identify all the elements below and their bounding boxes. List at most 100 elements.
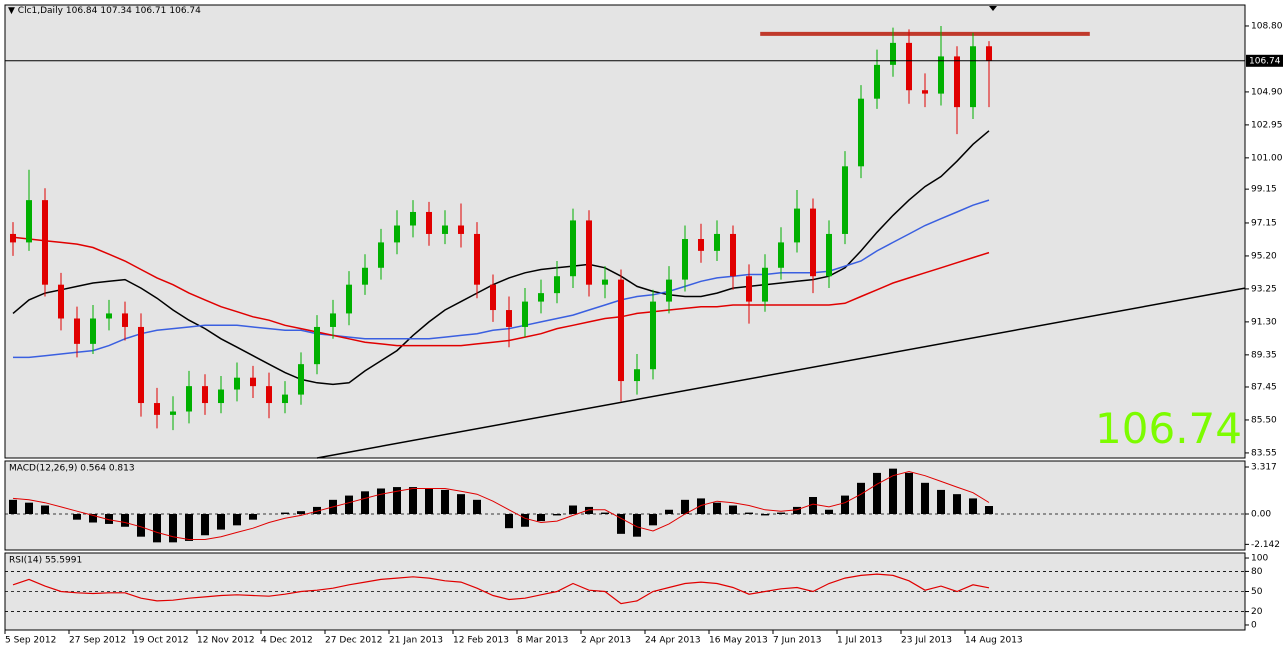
y-tick-label: 101.00: [1251, 153, 1283, 163]
candle-body: [378, 242, 384, 268]
candle-body: [154, 403, 160, 415]
candle-body: [314, 326, 320, 365]
x-tick-label: 1 Jul 2013: [837, 636, 882, 646]
rsi-line: [12, 573, 990, 605]
x-tick-label: 12 Feb 2013: [453, 636, 509, 646]
candle-body: [170, 411, 176, 415]
symbol: Clc1,Daily: [17, 6, 63, 16]
macd-bar: [313, 506, 321, 515]
candle-body: [858, 98, 864, 167]
macd-bar: [985, 506, 993, 515]
candle-body: [666, 279, 672, 302]
candle-body: [810, 208, 816, 277]
macd-bar: [953, 494, 961, 515]
macd-bar: [969, 498, 977, 515]
y-tick-label: 99.15: [1251, 185, 1277, 195]
candle-body: [842, 166, 848, 234]
macd-bar: [521, 514, 529, 527]
macd-bar: [601, 512, 609, 515]
macd-bar: [249, 514, 257, 520]
panel-title: RSI(14) 55.5991: [9, 556, 82, 566]
macd-bar: [153, 514, 161, 543]
candle-body: [506, 310, 512, 327]
candle-body: [906, 42, 912, 91]
candle-body: [330, 313, 336, 327]
shift-marker: [989, 6, 997, 11]
candle-body: [202, 386, 208, 404]
candle-body: [954, 56, 960, 108]
y-tick-label: 85.50: [1251, 415, 1277, 425]
macd-bar: [697, 498, 705, 515]
candle-body: [474, 233, 480, 285]
x-tick-label: 27 Dec 2012: [325, 636, 383, 646]
macd-bar: [745, 512, 753, 515]
macd-bar: [41, 505, 49, 515]
header: ▼ Clc1,Daily 106.84 107.34 106.71 106.74: [8, 6, 201, 16]
y-tick-label: 95.20: [1251, 251, 1277, 261]
candle-body: [602, 279, 608, 285]
y-tick-label: -2.142: [1251, 540, 1280, 550]
y-tick-label: 50: [1251, 587, 1263, 597]
macd-bar: [585, 506, 593, 515]
macd-bar: [121, 514, 129, 527]
moving-average: [12, 236, 990, 347]
x-tick-label: 21 Jan 2013: [389, 636, 443, 646]
candle-body: [762, 267, 768, 302]
y-tick-label: 0: [1251, 620, 1257, 630]
candle-body: [106, 313, 112, 319]
macd-bar: [457, 494, 465, 515]
y-tick-label: 102.95: [1251, 120, 1283, 130]
y-tick-label: 93.25: [1251, 284, 1277, 294]
macd-bar: [793, 506, 801, 515]
x-tick-label: 14 Aug 2013: [965, 636, 1023, 646]
candle-body: [922, 90, 928, 94]
panel-title: MACD(12,26,9) 0.564 0.813: [9, 464, 135, 474]
macd-bar: [633, 514, 641, 537]
macd-bar: [345, 495, 353, 515]
macd-bar: [137, 514, 145, 537]
macd-bar: [169, 514, 177, 543]
macd-bar: [777, 512, 785, 515]
candle-body: [618, 279, 624, 382]
candle-body: [522, 301, 528, 327]
x-tick-label: 4 Dec 2012: [261, 636, 313, 646]
candle-body: [682, 239, 688, 280]
y-tick-label: 80: [1251, 567, 1263, 577]
candle-body: [458, 225, 464, 234]
candle-body: [218, 389, 224, 404]
macd-bar: [217, 514, 225, 530]
x-tick-label: 19 Oct 2012: [133, 636, 189, 646]
header-low: 106.71: [134, 6, 167, 16]
macd-bar: [441, 489, 449, 515]
candle-body: [250, 377, 256, 387]
macd-bar: [185, 514, 193, 541]
candle-body: [186, 386, 192, 412]
y-tick-label: 91.30: [1251, 317, 1277, 327]
macd-bar: [201, 514, 209, 536]
candle-body: [138, 326, 144, 404]
macd-bar: [569, 505, 577, 515]
header-high: 107.34: [100, 6, 132, 16]
macd-bar: [841, 495, 849, 515]
candle-body: [122, 313, 128, 327]
candle-body: [426, 211, 432, 234]
moving-average: [12, 130, 990, 386]
candle-body: [634, 369, 640, 382]
candle-body: [90, 318, 96, 344]
macd-bar: [9, 499, 17, 515]
macd-bar: [105, 514, 113, 524]
macd-bar: [809, 496, 817, 515]
x-tick-label: 2 Apr 2013: [581, 636, 631, 646]
y-tick-label: 83.55: [1251, 448, 1277, 458]
candle-body: [42, 200, 48, 285]
macd-bar: [921, 482, 929, 515]
macd-bar: [665, 509, 673, 515]
candle-body: [650, 301, 656, 370]
main-panel: [4, 4, 1246, 459]
macd-bar: [857, 482, 865, 515]
macd-bar: [297, 511, 305, 515]
candle-body: [874, 64, 880, 99]
candle-body: [234, 377, 240, 390]
